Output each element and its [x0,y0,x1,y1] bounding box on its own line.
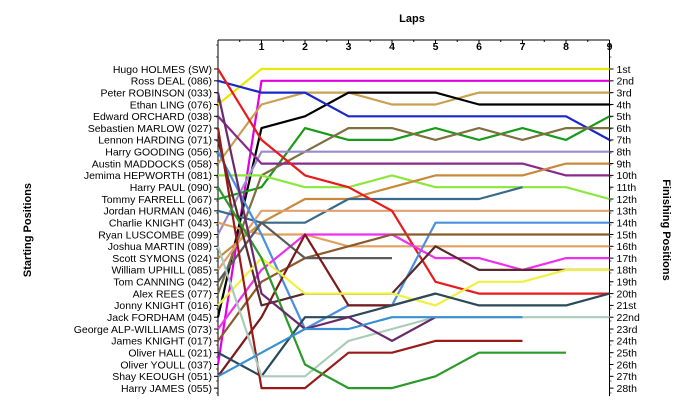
series-line-17 [217,233,610,330]
finishing-position-label: 24th [617,336,638,348]
finishing-position-label: 19th [617,277,638,289]
finishing-position-label: 16th [617,241,638,253]
starting-position-label: Lennon HARDING (071) [98,135,212,147]
finishing-position-label: 13th [617,206,638,218]
series-line-16 [217,151,610,331]
series-line-28 [217,316,523,378]
starting-position-label: Harry JAMES (055) [121,383,212,395]
series-line-20 [216,139,610,307]
finishing-position-label: 22nd [617,312,641,324]
finishing-position-label: 26th [617,359,638,371]
lap-tick-label: 6 [476,41,482,53]
finishing-position-label: 7th [617,135,632,147]
starting-position-label: Edward ORCHARD (038) [93,111,212,123]
starting-position-label: Jemima HEPWORTH (081) [84,170,212,182]
series-line-13 [217,209,610,271]
series-line-25 [216,245,610,378]
lap-tick-label: 5 [433,41,439,53]
starting-position-label: Harry PAUL (090) [130,182,212,194]
series-line-19 [217,221,392,283]
starting-position-label: Ross DEAL (086) [131,76,212,88]
series-line-18 [217,233,610,342]
starting-position-label: Tommy FARRELL (067) [102,194,212,206]
finishing-position-label: 8th [617,147,632,159]
starting-position-label: Jonny KNIGHT (016) [114,300,212,312]
series-line-4 [216,91,610,318]
finishing-position-label: 9th [617,158,632,170]
starting-position-label: Jack FORDHAM (045) [107,312,212,324]
finishing-position-label: 20th [617,288,638,300]
starting-position-label: Austin MADDOCKS (058) [92,158,212,170]
series-line-3 [217,91,610,165]
lap-tick-label: 2 [302,41,308,53]
finishing-position-label: 15th [617,229,638,241]
finishing-position-label: 10th [617,170,638,182]
series-line-23 [217,292,610,378]
finishing-position-label: 27th [617,371,638,383]
finishing-position-label: 21st [617,300,637,312]
right-axis-title: Finishing Positions [660,179,672,280]
finishing-position-label: 25th [617,347,638,359]
series-line-5 [217,79,611,141]
starting-position-label: Hugo HOLMES (SW) [113,64,212,76]
finishing-position-label: 28th [617,383,638,395]
starting-position-label: Scott SYMONS (024) [112,253,212,265]
starting-position-label: Oliver YOULL (037) [120,359,212,371]
series-line-26 [217,186,566,390]
finishing-position-label: 6th [617,123,632,135]
x-axis-title: Laps [399,13,425,25]
series-layer [216,67,611,390]
starting-position-label: Peter ROBINSON (033) [101,87,212,99]
labels-layer: Hugo HOLMES (SW)Ross DEAL (086)Peter ROB… [74,64,640,395]
finishing-position-label: 11th [617,182,637,194]
starting-position-label: Joshua MARTIN (089) [108,241,212,253]
series-line-21 [217,233,436,377]
lap-tick-label: 1 [259,41,265,53]
finishing-position-label: 14th [617,217,638,229]
starting-position-label: Ethan LING (076) [130,99,212,111]
starting-position-label: Jordan HURMAN (046) [103,206,212,218]
series-line-1 [217,67,610,106]
lap-tick-label: 3 [346,41,352,53]
lap-tick-label: 4 [389,41,395,53]
lap-tick-label: 7 [520,41,526,53]
lap-tick-label: 9 [607,41,613,53]
axes: 1 2 3 4 5 6 7 8 9 [214,39,614,397]
series-line-10 [218,174,610,201]
series-line-8 [217,150,610,236]
starting-position-label: Sebastien MARLOW (027) [88,123,212,135]
series-line-24 [216,127,523,390]
lap-tick-label: 8 [563,41,569,53]
finishing-position-label: 18th [617,265,638,277]
finishing-position-label: 17th [617,253,638,265]
starting-position-label: Ryan LUSCOMBE (099) [98,229,212,241]
series-line-2 [216,79,610,365]
finishing-position-label: 3rd [617,87,632,99]
finishing-position-label: 12th [617,194,638,206]
starting-position-label: William UPHILL (085) [111,265,212,277]
finishing-position-label: 4th [617,99,632,111]
finishing-position-label: 23rd [617,324,638,336]
starting-position-label: Tom CANNING (042) [113,277,212,289]
finishing-position-label: 5th [617,111,632,123]
series-line-27 [216,92,437,342]
starting-position-label: James KNIGHT (017) [111,336,212,348]
finishing-position-label: 1st [617,64,631,76]
starting-position-label: Charlie KNIGHT (043) [109,217,212,229]
finishing-position-label: 2nd [617,76,635,88]
starting-position-label: Oliver HALL (021) [128,347,212,359]
starting-position-label: George ALP-WILLIAMS (073) [74,324,212,336]
starting-position-label: Harry GOODING (056) [105,147,212,159]
starting-position-label: Shay KEOUGH (051) [112,371,212,383]
starting-position-label: Alex REES (077) [133,288,212,300]
left-axis-title: Starting Positions [22,183,34,277]
